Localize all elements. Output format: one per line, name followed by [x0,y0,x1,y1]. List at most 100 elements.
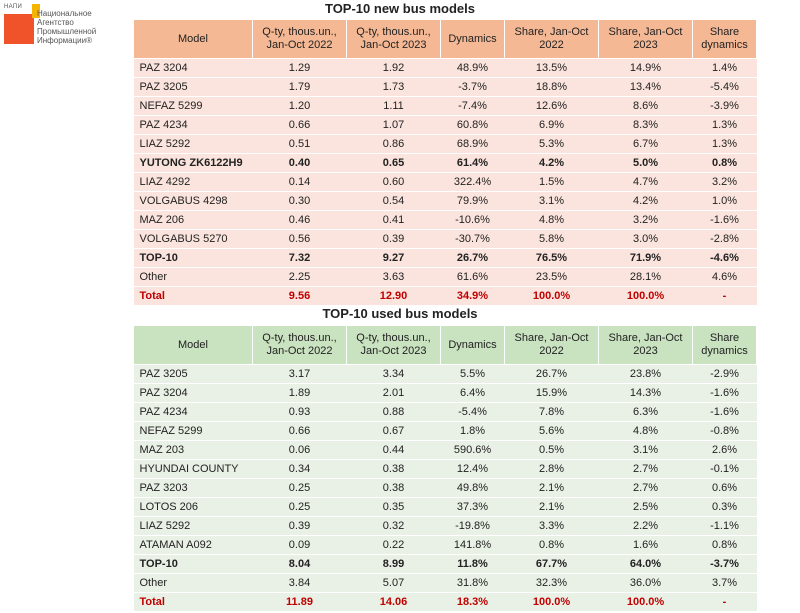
cell-share-dynamics: -3.7% [692,554,757,574]
logo-text: Национальное Агентство Промышленной Инфо… [37,9,96,45]
cell-dynamics: 5.5% [440,364,505,384]
cell-model: ATAMAN A092 [133,535,253,555]
table-row: LOTOS 206 0.25 0.35 37.3% 2.1% 2.5% 0.3% [133,497,757,517]
cell-qty-2022: 3.84 [252,573,347,593]
cell-model: TOP-10 [133,248,253,268]
cell-share-2022: 32.3% [504,573,599,593]
cell-dynamics: 79.9% [440,191,505,211]
cell-share-dynamics: -3.9% [692,96,757,116]
cell-share-dynamics: - [692,592,757,612]
cell-model: Other [133,267,253,287]
cell-model: LIAZ 5292 [133,516,253,536]
cell-share-2023: 2.2% [598,516,693,536]
cell-qty-2022: 1.29 [252,58,347,78]
table-row: YUTONG ZK6122H9 0.40 0.65 61.4% 4.2% 5.0% 0.8% [133,153,757,173]
cell-share-2023: 36.0% [598,573,693,593]
cell-share-dynamics: 0.8% [692,153,757,173]
logo-orange-square [4,14,34,44]
cell-qty-2023: 0.41 [346,210,441,230]
cell-qty-2023: 3.63 [346,267,441,287]
cell-model: VOLGABUS 5270 [133,229,253,249]
cell-model: VOLGABUS 4298 [133,191,253,211]
cell-share-2023: 64.0% [598,554,693,574]
table-row: Other 3.84 5.07 31.8% 32.3% 36.0% 3.7% [133,573,757,593]
cell-dynamics: 60.8% [440,115,505,135]
cell-share-2023: 8.3% [598,115,693,135]
new-table-header-row: Model Q-ty, thous.un., Jan-Oct 2022 Q-ty… [133,19,757,59]
used-table-body: PAZ 3205 3.17 3.34 5.5% 26.7% 23.8% -2.9% PAZ 3… [133,364,757,612]
cell-dynamics: -3.7% [440,77,505,97]
cell-share-2022: 2.1% [504,478,599,498]
cell-qty-2022: 7.32 [252,248,347,268]
cell-model: TOP-10 [133,554,253,574]
table-row: PAZ 3204 1.89 2.01 6.4% 15.9% 14.3% -1.6% [133,383,757,403]
header-qty-2022: Q-ty, thous.un., Jan-Oct 2022 [252,19,347,59]
header-share-2022: Share, Jan-Oct 2022 [504,325,599,365]
cell-qty-2022: 1.79 [252,77,347,97]
table-row: HYUNDAI COUNTY 0.34 0.38 12.4% 2.8% 2.7% -0.1% [133,459,757,479]
cell-qty-2022: 0.09 [252,535,347,555]
cell-qty-2023: 0.54 [346,191,441,211]
cell-dynamics: 6.4% [440,383,505,403]
cell-qty-2023: 1.92 [346,58,441,78]
table-row: ATAMAN A092 0.09 0.22 141.8% 0.8% 1.6% 0.8% [133,535,757,555]
cell-share-dynamics: 0.8% [692,535,757,555]
logo-line: Агентство [37,18,74,27]
cell-share-2022: 23.5% [504,267,599,287]
cell-share-dynamics: -1.1% [692,516,757,536]
cell-qty-2022: 0.39 [252,516,347,536]
cell-qty-2022: 2.25 [252,267,347,287]
cell-dynamics: 34.9% [440,286,505,306]
cell-share-2022: 5.6% [504,421,599,441]
cell-model: NEFAZ 5299 [133,421,253,441]
cell-share-2023: 14.3% [598,383,693,403]
table-row: NEFAZ 5299 0.66 0.67 1.8% 5.6% 4.8% -0.8% [133,421,757,441]
cell-share-2023: 8.6% [598,96,693,116]
cell-share-2023: 3.1% [598,440,693,460]
cell-qty-2023: 14.06 [346,592,441,612]
cell-qty-2023: 0.22 [346,535,441,555]
table-row: TOP-10 7.32 9.27 26.7% 76.5% 71.9% -4.6% [133,248,757,268]
cell-dynamics: 322.4% [440,172,505,192]
cell-dynamics: 11.8% [440,554,505,574]
cell-dynamics: 1.8% [440,421,505,441]
cell-share-2022: 2.8% [504,459,599,479]
header-model: Model [133,19,253,59]
cell-share-2023: 4.7% [598,172,693,192]
new-table-title: TOP-10 new bus models [324,1,476,16]
napi-logo: НАПИ Национальное Агентство Промышленной… [0,0,110,45]
cell-qty-2023: 0.32 [346,516,441,536]
cell-qty-2023: 2.01 [346,383,441,403]
table-row: MAZ 203 0.06 0.44 590.6% 0.5% 3.1% 2.6% [133,440,757,460]
cell-qty-2023: 9.27 [346,248,441,268]
cell-share-2023: 6.7% [598,134,693,154]
cell-model: NEFAZ 5299 [133,96,253,116]
cell-share-2022: 5.3% [504,134,599,154]
cell-share-2022: 4.2% [504,153,599,173]
cell-model: PAZ 3203 [133,478,253,498]
cell-dynamics: 37.3% [440,497,505,517]
cell-share-dynamics: 3.7% [692,573,757,593]
cell-share-dynamics: -1.6% [692,210,757,230]
header-qty-2023: Q-ty, thous.un., Jan-Oct 2023 [346,325,441,365]
cell-share-2023: 1.6% [598,535,693,555]
cell-dynamics: 49.8% [440,478,505,498]
cell-dynamics: -5.4% [440,402,505,422]
cell-qty-2023: 0.65 [346,153,441,173]
cell-share-2022: 6.9% [504,115,599,135]
used-table-title: TOP-10 used bus models [322,306,478,321]
header-qty-2022: Q-ty, thous.un., Jan-Oct 2022 [252,325,347,365]
table-row: MAZ 206 0.46 0.41 -10.6% 4.8% 3.2% -1.6% [133,210,757,230]
cell-share-2023: 23.8% [598,364,693,384]
cell-share-2023: 4.8% [598,421,693,441]
cell-share-2022: 4.8% [504,210,599,230]
cell-model: PAZ 3205 [133,364,253,384]
cell-share-2022: 2.1% [504,497,599,517]
table-row: TOP-10 8.04 8.99 11.8% 67.7% 64.0% -3.7% [133,554,757,574]
cell-share-2023: 13.4% [598,77,693,97]
table-row: Total 11.89 14.06 18.3% 100.0% 100.0% - [133,592,757,612]
cell-qty-2023: 0.39 [346,229,441,249]
logo-abbreviation: НАПИ [4,4,23,10]
cell-qty-2023: 5.07 [346,573,441,593]
cell-qty-2023: 1.73 [346,77,441,97]
